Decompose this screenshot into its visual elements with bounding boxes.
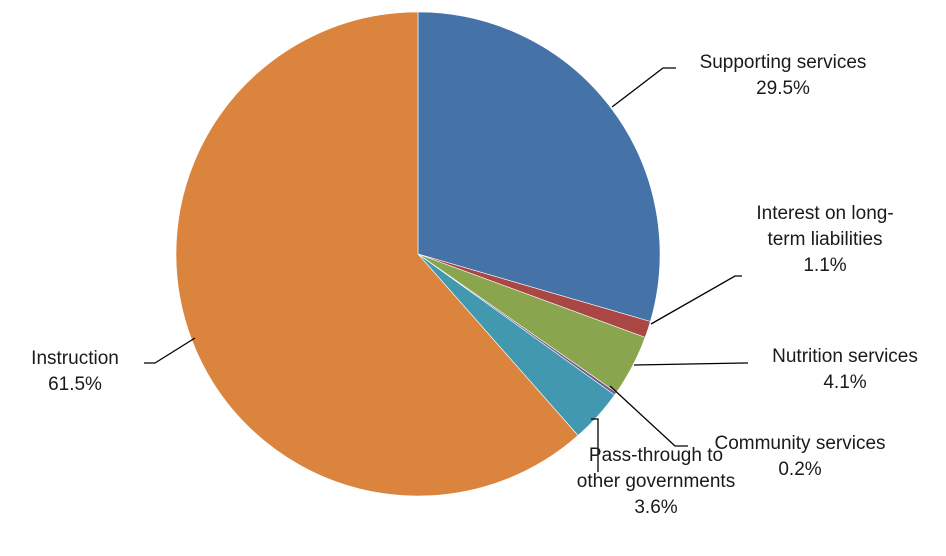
slice-category-label: Supporting services xyxy=(700,52,867,73)
slice-category-label: Community services xyxy=(714,433,885,454)
slice-label: Supporting services 29.5% xyxy=(700,52,867,99)
leader-line xyxy=(633,362,748,366)
slice-value-label: 61.5% xyxy=(48,374,102,395)
slice-value-label: 1.1% xyxy=(803,255,846,276)
leader-line xyxy=(611,67,676,108)
pie-slices xyxy=(175,11,661,497)
leader-line xyxy=(609,385,688,447)
slice-category-label: term liabilities xyxy=(767,229,882,250)
slice-label: Community services 0.2% xyxy=(714,433,885,480)
slice-label: Interest on long-term liabilities 1.1% xyxy=(756,203,893,276)
slice-value-label: 0.2% xyxy=(778,459,821,480)
slice-label: Pass-through to other governments 3.6% xyxy=(577,445,735,518)
slice-value-label: 29.5% xyxy=(756,78,810,99)
leader-lines xyxy=(144,67,748,472)
slice-category-label: Instruction xyxy=(31,348,119,369)
slice-label: Nutrition services 4.1% xyxy=(772,346,918,393)
slice-label: Instruction 61.5% xyxy=(31,348,119,395)
slice-value-label: 4.1% xyxy=(823,372,866,393)
slice-category-label: Interest on long- xyxy=(756,203,893,224)
leader-line xyxy=(650,275,742,325)
leader-line xyxy=(144,337,196,364)
slice-category-label: other governments xyxy=(577,471,735,492)
slice-category-label: Nutrition services xyxy=(772,346,918,367)
data-labels: Supporting services 29.5% Interest on long… xyxy=(31,52,918,518)
slice-value-label: 3.6% xyxy=(634,497,677,518)
leader-line xyxy=(591,418,599,472)
slice-category-label: Pass-through to xyxy=(589,445,723,466)
pie-slice xyxy=(417,11,661,322)
